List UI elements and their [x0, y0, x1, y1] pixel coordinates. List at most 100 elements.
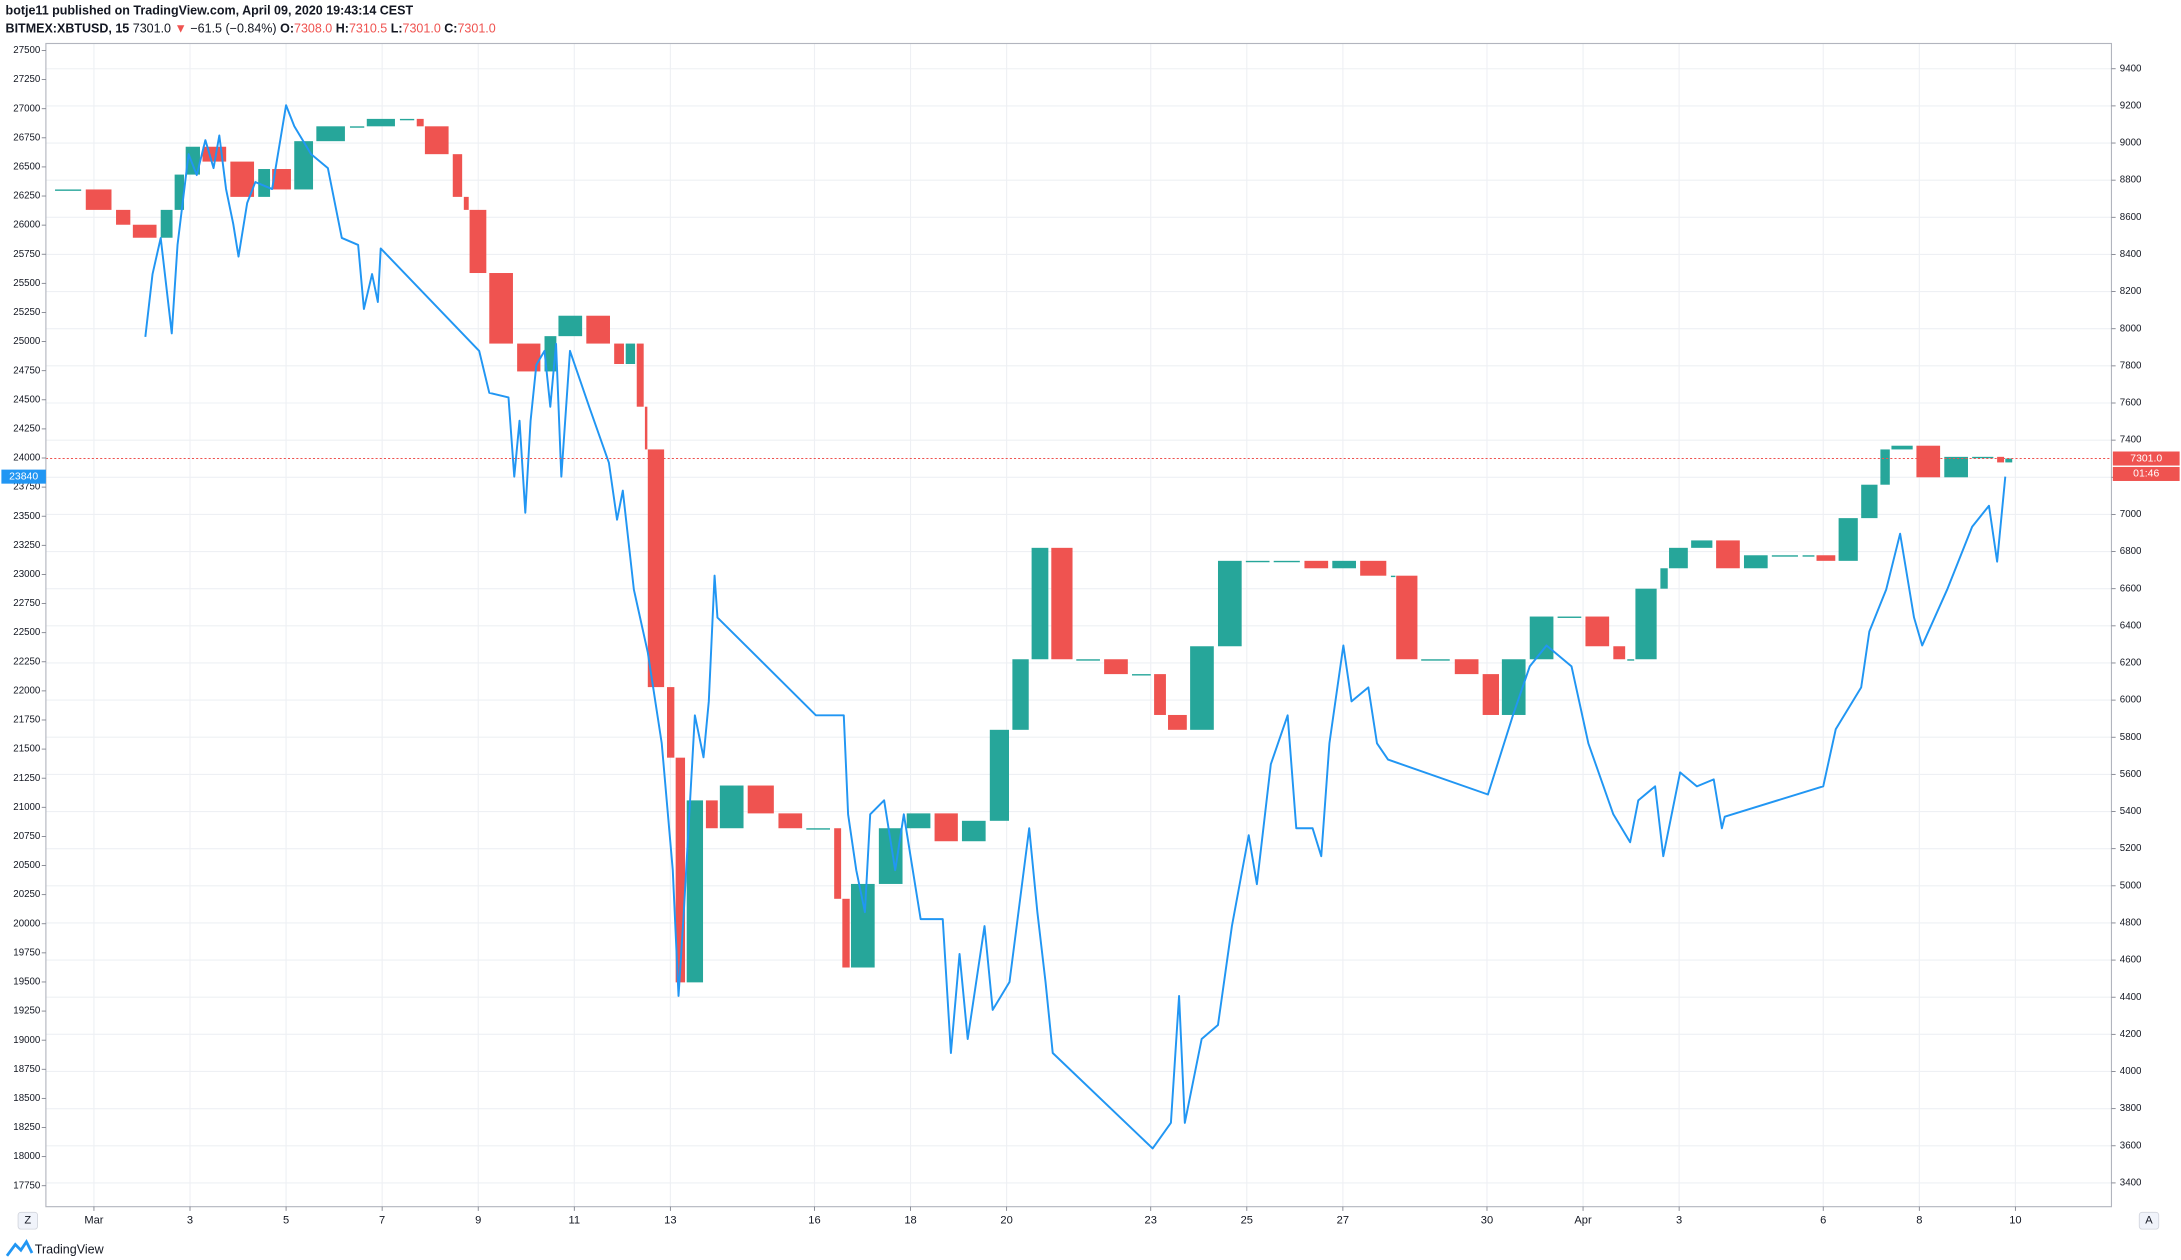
x-tick-label: 13 [664, 1215, 676, 1227]
candle [1190, 646, 1214, 730]
candle [934, 813, 958, 842]
high-label: H: [336, 22, 349, 36]
candle [1421, 659, 1450, 661]
y-tick-label: 25500 [13, 278, 41, 289]
candle [1273, 560, 1300, 563]
y2-tick-label: 7000 [2120, 509, 2142, 520]
candle [1168, 714, 1187, 730]
scale-button-label[interactable]: A [2145, 1215, 2153, 1227]
y2-tick-label: 7600 [2120, 398, 2142, 409]
candle [1635, 588, 1657, 660]
y2-tick-label: 6800 [2120, 546, 2142, 557]
x-tick-label: 23 [1145, 1215, 1157, 1227]
y-tick-label: 19250 [13, 1006, 41, 1017]
candle [1031, 547, 1049, 660]
candle [116, 209, 131, 225]
y2-tick-label: 4000 [2120, 1066, 2142, 1077]
candle [1396, 575, 1418, 660]
line-last-box [1, 469, 46, 484]
y-tick-label: 19750 [13, 947, 41, 958]
candle [636, 343, 644, 407]
change: −61.5 (−0.84%) [190, 22, 276, 36]
line-series [144, 104, 2007, 1150]
last-price-box [2112, 451, 2180, 466]
x-tick-label: 18 [904, 1215, 916, 1227]
candle [719, 785, 744, 829]
y2-tick-label: 5000 [2120, 880, 2142, 891]
candle [778, 813, 803, 829]
candle [614, 343, 624, 365]
scale-button[interactable] [2138, 1211, 2160, 1230]
candle [294, 141, 314, 190]
candle [1557, 616, 1582, 618]
y2-tick-label: 3600 [2120, 1140, 2142, 1151]
y-tick-label: 23750 [13, 482, 41, 493]
y-tick-label: 18750 [13, 1064, 41, 1075]
candle [174, 174, 185, 210]
y-tick-label: 25000 [13, 336, 41, 347]
y2-tick-label: 4800 [2120, 917, 2142, 928]
candle [469, 209, 487, 274]
candle [1716, 540, 1740, 569]
scale-button-label[interactable]: Z [24, 1215, 31, 1227]
candle [1861, 484, 1878, 519]
candle [1660, 568, 1668, 589]
x-tick-label: 5 [283, 1215, 289, 1227]
candle [1771, 555, 1798, 557]
candle [878, 828, 903, 884]
y-tick-label: 18500 [13, 1093, 41, 1104]
x-tick-label: Apr [1574, 1215, 1592, 1227]
x-tick-label: 11 [569, 1215, 581, 1227]
candle [1529, 616, 1554, 660]
y-tick-label: 24250 [13, 423, 41, 434]
countdown: 01:46 [2133, 469, 2159, 480]
y2-tick-label: 3400 [2120, 1177, 2142, 1188]
y2-tick-label: 3800 [2120, 1103, 2142, 1114]
y2-tick-label: 7800 [2120, 360, 2142, 371]
candle [1482, 674, 1499, 715]
low: 7301.0 [403, 22, 441, 36]
candle [1944, 456, 1968, 478]
last-price-label: 7301.0 [2130, 453, 2162, 464]
y-tick-label: 19500 [13, 977, 41, 988]
candle [1390, 575, 1396, 578]
candle [160, 209, 173, 238]
candle [55, 189, 82, 191]
x-tick-label: 20 [1000, 1215, 1012, 1227]
y-tick-label: 21000 [13, 802, 41, 813]
candle [906, 813, 931, 829]
scale-button[interactable] [17, 1211, 38, 1230]
close: 7301.0 [457, 22, 495, 36]
x-tick-label: 30 [1481, 1215, 1493, 1227]
x-tick-label: 3 [1676, 1215, 1682, 1227]
candle [1743, 555, 1768, 569]
y-tick-label: 17750 [13, 1180, 41, 1191]
y-tick-label: 26000 [13, 220, 41, 231]
y2-tick-label: 6200 [2120, 658, 2142, 669]
candle [1997, 456, 2005, 463]
candle [1880, 449, 1890, 485]
y-tick-label: 21500 [13, 744, 41, 755]
candle [1304, 560, 1329, 569]
candle [1131, 674, 1151, 676]
candle [1816, 555, 1836, 561]
candle [272, 169, 291, 190]
y-tick-label: 18000 [13, 1151, 41, 1162]
y2-tick-label: 8200 [2120, 286, 2142, 297]
y2-tick-label: 8000 [2120, 323, 2142, 334]
y-tick-label: 23000 [13, 569, 41, 580]
line-last-label: 23840 [9, 471, 38, 482]
y-tick-label: 22250 [13, 656, 41, 667]
y-tick-label: 26750 [13, 132, 41, 143]
y-tick-label: 22750 [13, 598, 41, 609]
y-tick-label: 23500 [13, 511, 41, 522]
y-tick-label: 18250 [13, 1122, 41, 1133]
y-tick-label: 26250 [13, 191, 41, 202]
candle [1154, 674, 1166, 715]
candle [1585, 616, 1610, 647]
candle [806, 828, 830, 830]
candle [850, 883, 875, 968]
y-tick-label: 26500 [13, 161, 41, 172]
y2-tick-label: 4200 [2120, 1029, 2142, 1040]
